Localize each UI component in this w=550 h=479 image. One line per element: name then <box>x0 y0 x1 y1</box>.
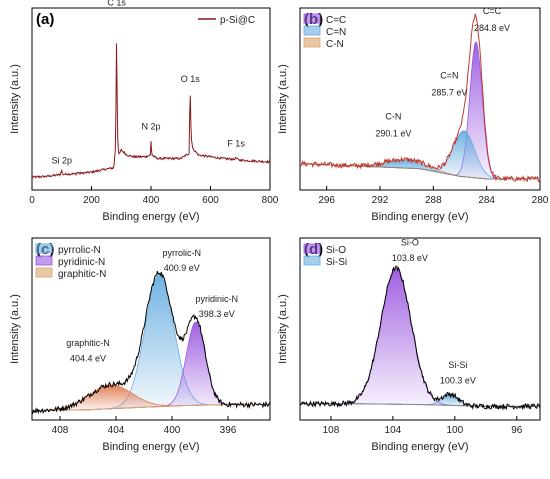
x-tick-label: 404 <box>108 425 125 436</box>
panel-a: (a) Binding energy (eV) Intensity (a.u.) 0 2… <box>9 0 279 223</box>
peak-annotation: Si-Si <box>448 360 467 370</box>
peak-annotation: 103.8 eV <box>392 253 428 263</box>
peak-annotation: F 1s <box>227 139 245 149</box>
legend-label: C-N <box>326 39 344 50</box>
x-tick-label: 100 <box>446 425 463 436</box>
peak-annotation: 404.4 eV <box>70 353 106 363</box>
peak-annotation: 100.3 eV <box>440 375 476 385</box>
peak-annotation: 284.8 eV <box>474 23 510 33</box>
x-axis-title: Binding energy (eV) <box>102 211 199 223</box>
peak-annotation: N 2p <box>141 122 160 132</box>
x-axis-title: Binding energy (eV) <box>371 211 468 223</box>
peak-annotation: C=N <box>440 71 458 81</box>
plot-frame <box>299 237 541 421</box>
x-tick-label: 0 <box>29 195 35 206</box>
panel-label: (a) <box>36 11 54 28</box>
panel-b: (b)Binding energy (eV)Intensity (a.u.)29… <box>277 6 549 223</box>
x-tick-label: 104 <box>385 425 402 436</box>
legend-swatch <box>35 267 53 278</box>
x-tick-label: 288 <box>425 195 442 206</box>
legend-label: C=C <box>326 15 346 26</box>
x-tick-label: 400 <box>143 195 160 206</box>
x-tick-label: 280 <box>532 195 549 206</box>
legend-label: C=N <box>326 27 346 38</box>
legend-label: Si-O <box>326 245 346 256</box>
peak-annotation: O 1s <box>181 74 201 84</box>
x-tick-label: 800 <box>262 195 279 206</box>
y-axis-title: Intensity (a.u.) <box>9 294 21 364</box>
peak-annotation: pyrrolic-N <box>163 248 202 258</box>
x-tick-label: 284 <box>478 195 495 206</box>
x-tick-label: 108 <box>323 425 340 436</box>
plot-frame <box>299 7 541 191</box>
series-line-p-si-c <box>31 43 271 179</box>
raw-spectrum-line <box>31 270 271 415</box>
peak-annotation: 398.3 eV <box>199 309 235 319</box>
legend-label: pyridinic-N <box>58 257 105 268</box>
x-tick-label: 200 <box>83 195 100 206</box>
panel-d: (d)Binding energy (eV)Intensity (a.u.)10… <box>277 237 541 453</box>
y-axis-title: Intensity (a.u.) <box>277 294 289 364</box>
peak-si-o <box>300 267 540 407</box>
x-tick-label: 396 <box>220 425 237 436</box>
peak-annotation: C-N <box>385 111 401 121</box>
panel-c: (c)Binding energy (eV)Intensity (a.u.)40… <box>9 237 271 453</box>
legend-label: graphitic-N <box>58 269 106 280</box>
peak-c-c <box>300 41 540 180</box>
legend-swatch <box>35 255 53 266</box>
legend-label: pyrrolic-N <box>58 245 101 256</box>
peak-annotation: C=C <box>483 6 502 16</box>
legend-swatch <box>303 25 321 36</box>
raw-spectrum-line <box>299 13 541 183</box>
x-tick-label: 292 <box>372 195 389 206</box>
peak-annotation: Si 2p <box>51 156 72 166</box>
x-tick-label: 400 <box>164 425 181 436</box>
x-axis-title: Binding energy (eV) <box>102 441 199 453</box>
y-axis-title: Intensity (a.u.) <box>9 64 21 134</box>
peak-annotation: graphitic-N <box>66 338 110 348</box>
peak-annotation: pyridinic-N <box>196 294 239 304</box>
x-tick-label: 600 <box>202 195 219 206</box>
x-tick-label: 296 <box>318 195 335 206</box>
legend-swatch <box>303 255 321 266</box>
legend-label: Si-Si <box>326 257 347 268</box>
peak-annotation: 285.7 eV <box>431 88 467 98</box>
raw-spectrum-line <box>299 265 541 411</box>
peak-c-n <box>300 130 540 180</box>
legend-swatch <box>303 37 321 48</box>
peak-annotation: 290.1 eV <box>375 128 411 138</box>
legend-swatch <box>35 243 53 254</box>
y-axis-title: Intensity (a.u.) <box>277 64 289 134</box>
x-tick-label: 408 <box>52 425 69 436</box>
peak-annotation: Si-O <box>401 238 419 248</box>
legend-swatch <box>303 243 321 254</box>
x-tick-label: 96 <box>511 425 523 436</box>
peak-annotation: 400.9 eV <box>164 263 200 273</box>
plot-frame <box>31 237 271 421</box>
legend-swatch <box>303 13 321 24</box>
peak-annotation: C 1s <box>107 0 126 8</box>
x-axis-title: Binding energy (eV) <box>371 441 468 453</box>
legend-label: p-Si@C <box>220 15 255 26</box>
